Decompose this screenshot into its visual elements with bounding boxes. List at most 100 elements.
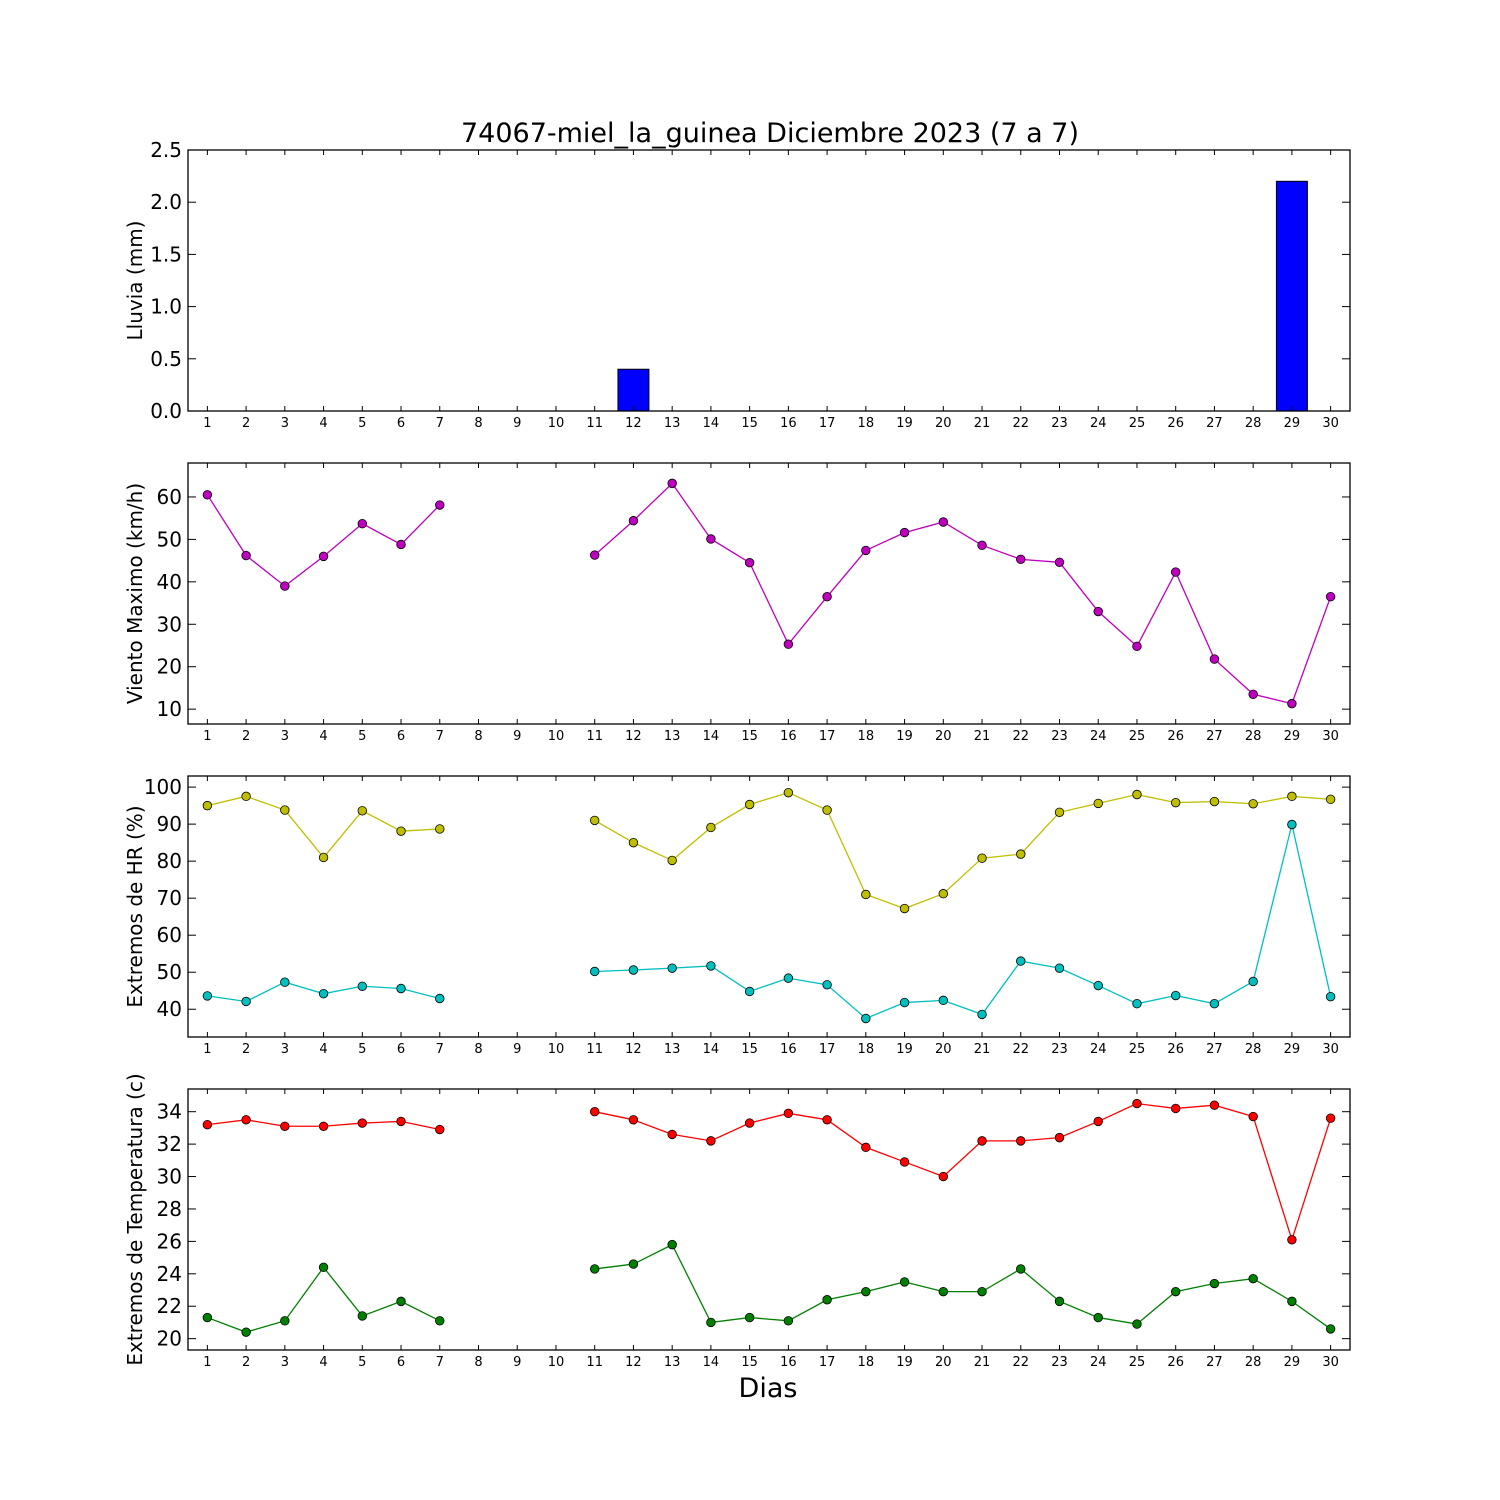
plot-frame <box>187 149 1351 412</box>
series-2-point-day-26 <box>1170 990 1181 1001</box>
x-tick-label: 28 <box>1245 1355 1262 1370</box>
x-tick-label: 16 <box>780 1355 797 1370</box>
x-tick-label: 19 <box>896 1042 913 1057</box>
series-1-point-day-20 <box>938 889 949 899</box>
y-tick-label: 0.5 <box>150 347 182 371</box>
series-2-point-day-15 <box>744 986 755 997</box>
y-axis-label: Viento Maximo (km/h) <box>123 483 147 704</box>
x-tick-label: 14 <box>703 416 720 431</box>
x-tick-label: 6 <box>397 729 405 744</box>
x-tick-label: 12 <box>625 1355 642 1370</box>
y-tick-label: 30 <box>157 612 182 636</box>
x-tick-label: 29 <box>1284 416 1301 431</box>
series-1-point-day-16 <box>783 787 794 798</box>
y-axis-label: Extremos de HR (%) <box>123 805 147 1007</box>
series-2-point-day-19 <box>899 997 910 1008</box>
x-tick-label: 10 <box>548 416 565 431</box>
series-2-point-day-20 <box>938 1286 949 1297</box>
series-1-point-day-24 <box>1093 1116 1103 1127</box>
x-tick-label: 7 <box>436 1042 444 1057</box>
x-tick-label: 30 <box>1322 1355 1339 1370</box>
series-1-point-day-25 <box>1132 1098 1142 1109</box>
x-tick-label: 27 <box>1206 416 1223 431</box>
series-1-point-day-29 <box>1287 1235 1297 1245</box>
series-1-point-day-21 <box>977 1136 987 1146</box>
series-1-point-day-20 <box>938 1171 949 1182</box>
series-1-point-day-14 <box>706 1136 716 1146</box>
x-tick-label: 15 <box>741 1042 758 1057</box>
x-tick-label: 19 <box>896 416 913 431</box>
series-1-point-day-16 <box>783 639 794 649</box>
series-1-point-day-7 <box>435 500 445 510</box>
series-2-point-day-11 <box>590 1264 600 1274</box>
series-2-point-day-24 <box>1093 1312 1103 1323</box>
series-2-point-day-30 <box>1325 991 1336 1002</box>
panel-1: 1 2 3 4 5 6 7 8 9 10 11 12 13 14 15 16 17 18 19 20 21 22 23 24 2… <box>123 138 1351 431</box>
series-1-point-day-28 <box>1248 799 1258 809</box>
x-tick-label: 2 <box>242 416 250 431</box>
x-tick-label: 6 <box>397 1355 405 1370</box>
x-tick-label: 22 <box>1012 729 1029 744</box>
series-1-point-day-2 <box>241 550 251 561</box>
y-tick-label: 1.5 <box>150 242 182 266</box>
x-tick-label: 3 <box>281 1042 289 1057</box>
x-tick-label: 14 <box>703 1042 720 1057</box>
series-2-point-day-22 <box>1016 956 1026 966</box>
series-1-point-day-3 <box>280 805 290 815</box>
x-tick-label: 18 <box>858 1042 875 1057</box>
x-tick-label: 9 <box>513 1355 521 1370</box>
series-1-point-day-11 <box>590 550 600 560</box>
x-tick-label: 24 <box>1090 1042 1107 1057</box>
series-line-1-segment-1 <box>206 494 441 587</box>
series-2-point-day-26 <box>1170 1286 1181 1297</box>
series-1-point-day-17 <box>822 1115 832 1125</box>
series-1-point-day-23 <box>1054 1132 1065 1143</box>
x-tick-label: 14 <box>703 1355 720 1370</box>
series-2-point-day-1 <box>202 991 213 1001</box>
plot-frame <box>187 462 1351 725</box>
x-tick-label: 13 <box>664 1042 681 1057</box>
series-1-point-day-26 <box>1170 567 1181 577</box>
x-tick-label: 29 <box>1284 1355 1301 1370</box>
series-1-point-day-13 <box>667 1129 677 1140</box>
series-1-point-day-13 <box>667 855 677 866</box>
series-2-point-day-21 <box>977 1286 987 1297</box>
y-tick-label: 2.0 <box>150 190 182 214</box>
y-tick-label: 10 <box>157 697 182 721</box>
x-tick-label: 1 <box>203 416 211 431</box>
y-axis-label: Extremos de Temperatura (c) <box>123 1073 147 1365</box>
x-tick-label: 2 <box>242 1355 250 1370</box>
x-tick-label: 22 <box>1012 416 1029 431</box>
series-1-point-day-22 <box>1016 849 1026 859</box>
plot-frame <box>187 1088 1351 1351</box>
series-2-point-day-2 <box>241 996 251 1007</box>
series-2-point-day-14 <box>706 961 716 971</box>
x-tick-label: 15 <box>741 1355 758 1370</box>
series-1-point-day-15 <box>744 558 755 568</box>
x-tick-label: 17 <box>819 416 836 431</box>
panel-4: 1 2 3 4 5 6 7 8 9 10 11 12 13 14 15 16 17 18 19 20 21 22 23 24 2… <box>123 1073 1351 1370</box>
series-2-point-day-16 <box>783 973 794 983</box>
series-line-2-segment-2 <box>594 1243 1332 1330</box>
series-1-point-day-11 <box>590 1106 600 1117</box>
x-tick-label: 22 <box>1012 1355 1029 1370</box>
series-2-point-day-29 <box>1287 1296 1297 1307</box>
x-tick-label: 9 <box>513 729 521 744</box>
x-tick-label: 8 <box>474 729 482 744</box>
series-1-point-day-26 <box>1170 1103 1181 1114</box>
series-2-point-day-23 <box>1054 963 1065 973</box>
series-2-point-day-29 <box>1287 819 1297 830</box>
y-tick-label: 22 <box>157 1294 182 1318</box>
y-tick-label: 20 <box>157 1327 182 1351</box>
x-tick-label: 1 <box>203 1355 211 1370</box>
y-axis-label: Lluvia (mm) <box>123 221 147 341</box>
series-1-point-day-21 <box>977 540 987 551</box>
series-1-point-day-23 <box>1054 807 1065 817</box>
x-tick-label: 11 <box>586 416 603 431</box>
x-tick-label: 5 <box>358 729 366 744</box>
x-tick-label: 19 <box>896 1355 913 1370</box>
series-1-point-day-19 <box>899 1157 910 1167</box>
series-2-point-day-6 <box>396 983 406 994</box>
series-1-point-day-19 <box>899 527 910 538</box>
x-tick-label: 27 <box>1206 1355 1223 1370</box>
